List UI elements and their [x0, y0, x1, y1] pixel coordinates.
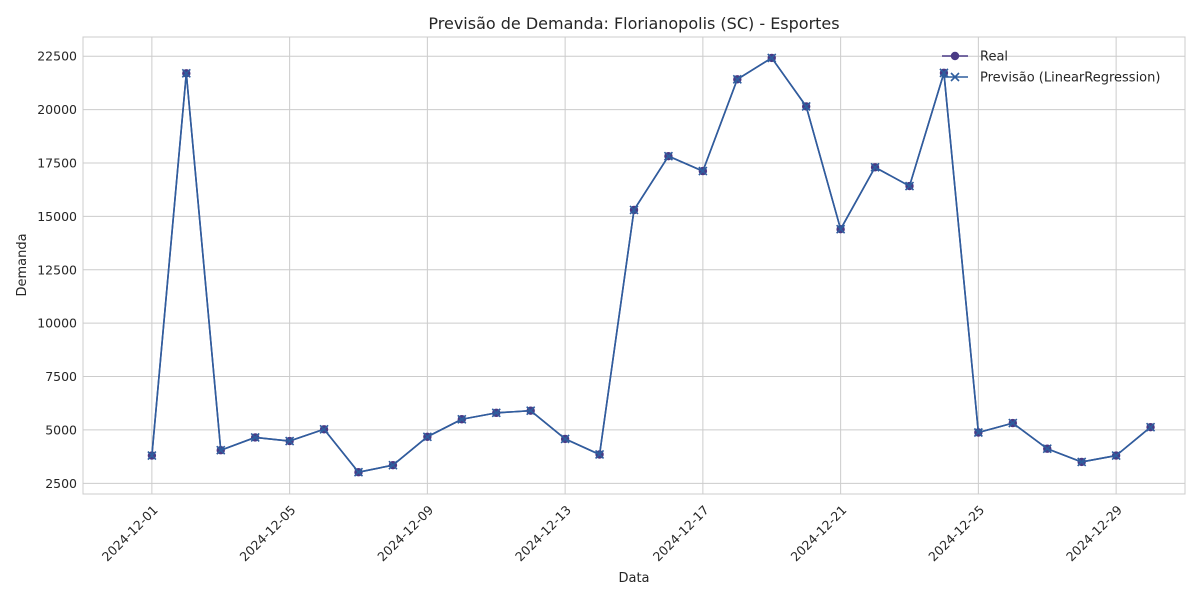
data-point [457, 414, 467, 424]
series-layer [147, 53, 1156, 477]
data-point [422, 432, 432, 442]
data-point [904, 181, 915, 191]
data-point [285, 436, 295, 446]
y-tick-label: 22500 [37, 49, 77, 64]
plot-frame [82, 36, 1186, 495]
data-point [526, 406, 536, 416]
legend-marker [950, 51, 960, 61]
legend-marker [950, 72, 960, 82]
data-point [973, 427, 983, 438]
x-axis-title: Data [618, 571, 649, 586]
data-point [939, 68, 949, 78]
data-point [767, 53, 777, 63]
y-axis-title: Demanda [15, 233, 30, 296]
legend-label: Previsão (LinearRegression) [980, 71, 1160, 86]
data-point [1008, 418, 1018, 428]
y-tick-label: 15000 [37, 209, 77, 224]
data-point [319, 424, 329, 434]
data-point [801, 101, 811, 111]
data-point [1077, 457, 1087, 467]
chart-title: Previsão de Demanda: Florianopolis (SC) … [428, 14, 839, 33]
y-axis-ticks: 2500 5000 7500 10000 12500 15000 17500 20000 225… [37, 49, 77, 491]
data-point [629, 205, 639, 215]
y-tick-label: 2500 [45, 476, 77, 491]
data-point [1111, 450, 1121, 461]
data-point [388, 460, 398, 470]
data-point [1145, 422, 1156, 432]
data-point [250, 432, 260, 442]
data-point [147, 450, 157, 461]
legend-item: Real [942, 50, 1008, 65]
series-line [151, 57, 1152, 474]
y-tick-label: 10000 [37, 316, 77, 331]
data-point [181, 68, 191, 78]
data-point [698, 166, 708, 176]
grid [83, 37, 1185, 494]
y-tick-label: 7500 [45, 369, 77, 384]
legend-item: Previsão (LinearRegression) [942, 71, 1160, 86]
data-point [594, 449, 605, 460]
y-tick-label: 20000 [37, 102, 77, 117]
data-point [353, 467, 364, 477]
legend-label: Real [980, 50, 1008, 65]
series-forecast [147, 53, 1156, 477]
data-point [216, 445, 226, 455]
data-point [560, 434, 570, 444]
y-tick-label: 5000 [45, 422, 77, 437]
y-tick-label: 12500 [37, 262, 77, 277]
data-point [870, 162, 880, 172]
data-point [491, 408, 501, 418]
data-point [1042, 444, 1052, 454]
data-point [732, 74, 742, 84]
data-point [663, 151, 674, 161]
data-point [836, 224, 846, 234]
legend: Real Previsão (LinearRegression) [942, 50, 1160, 86]
y-tick-label: 17500 [37, 155, 77, 170]
